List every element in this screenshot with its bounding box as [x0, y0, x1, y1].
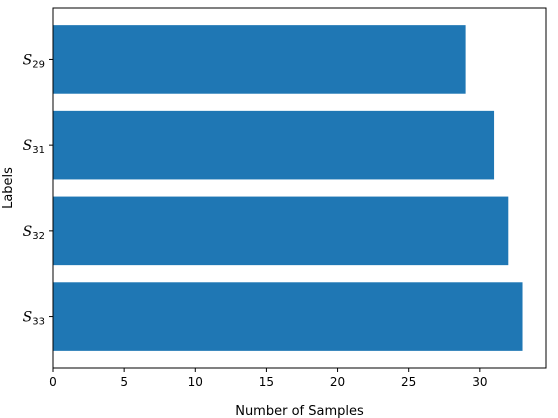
y-tick-label: S33: [23, 310, 45, 328]
bar-S32: [53, 196, 509, 266]
x-tick-label: 15: [259, 375, 274, 389]
y-axis-label: Labels: [1, 167, 16, 209]
bars-group: [53, 25, 523, 351]
x-tick-label: 0: [49, 375, 57, 389]
x-tick-label: 25: [401, 375, 416, 389]
y-ticks-group: S29 S31 S32 S33: [23, 52, 53, 328]
y-tick-label: S29: [23, 52, 45, 70]
x-tick-label: 20: [330, 375, 345, 389]
plot-frame: [52, 7, 547, 369]
y-tick-label: S32: [23, 224, 45, 242]
x-tick-label: 30: [472, 375, 487, 389]
x-axis-label: Number of Samples: [235, 404, 364, 418]
x-ticks-group: 0 5 10 15 20 25 30: [49, 368, 487, 389]
y-tick-label: S31: [23, 138, 45, 156]
x-tick-label: 5: [120, 375, 128, 389]
bar-S29: [53, 25, 466, 94]
x-tick-label: 10: [188, 375, 203, 389]
bar-S31: [53, 110, 495, 180]
bar-S33: [53, 282, 523, 351]
